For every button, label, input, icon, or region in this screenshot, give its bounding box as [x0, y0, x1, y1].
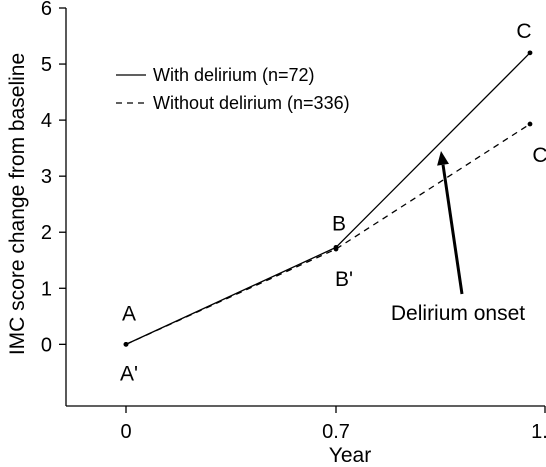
y-tick-label: 2	[41, 222, 52, 244]
axes	[65, 8, 545, 407]
y-tick-label: 4	[41, 110, 52, 132]
y-tick-label: 0	[41, 334, 52, 356]
y-tick-label: 5	[41, 54, 52, 76]
series-layer: A B C A' B' C'	[120, 20, 546, 385]
point-label: A	[122, 302, 136, 325]
annotation-arrow	[441, 164, 464, 295]
data-point	[123, 341, 129, 347]
y-ticks: 0 1 2 3 4 5 6	[41, 0, 66, 356]
delirium-onset-annotation: Delirium onset	[391, 150, 525, 325]
legend: With delirium (n=72) Without delirium (n…	[116, 65, 350, 113]
data-point	[527, 50, 533, 56]
x-tick-label: 0.7	[322, 421, 350, 443]
data-point	[333, 246, 339, 252]
point-label: A'	[120, 362, 138, 385]
point-label: C'	[532, 144, 546, 167]
y-tick-label: 3	[41, 166, 52, 188]
point-label: B	[332, 212, 346, 235]
point-label: C	[516, 20, 531, 43]
y-tick-label: 1	[41, 278, 52, 300]
x-tick-label: 1.4	[531, 421, 546, 443]
legend-label-without-delirium: Without delirium (n=336)	[153, 93, 350, 113]
point-label: B'	[335, 268, 353, 291]
legend-label-with-delirium: With delirium (n=72)	[153, 65, 315, 85]
x-tick-label: 0	[120, 421, 131, 443]
data-point	[527, 121, 533, 127]
y-axis-title: IMC score change from baseline	[6, 53, 29, 355]
x-axis-title: Year	[329, 444, 371, 467]
annotation-arrowhead	[437, 150, 449, 166]
y-tick-label: 6	[41, 0, 52, 20]
x-ticks: 0 0.7 1.4	[120, 406, 546, 443]
annotation-text: Delirium onset	[391, 302, 525, 325]
